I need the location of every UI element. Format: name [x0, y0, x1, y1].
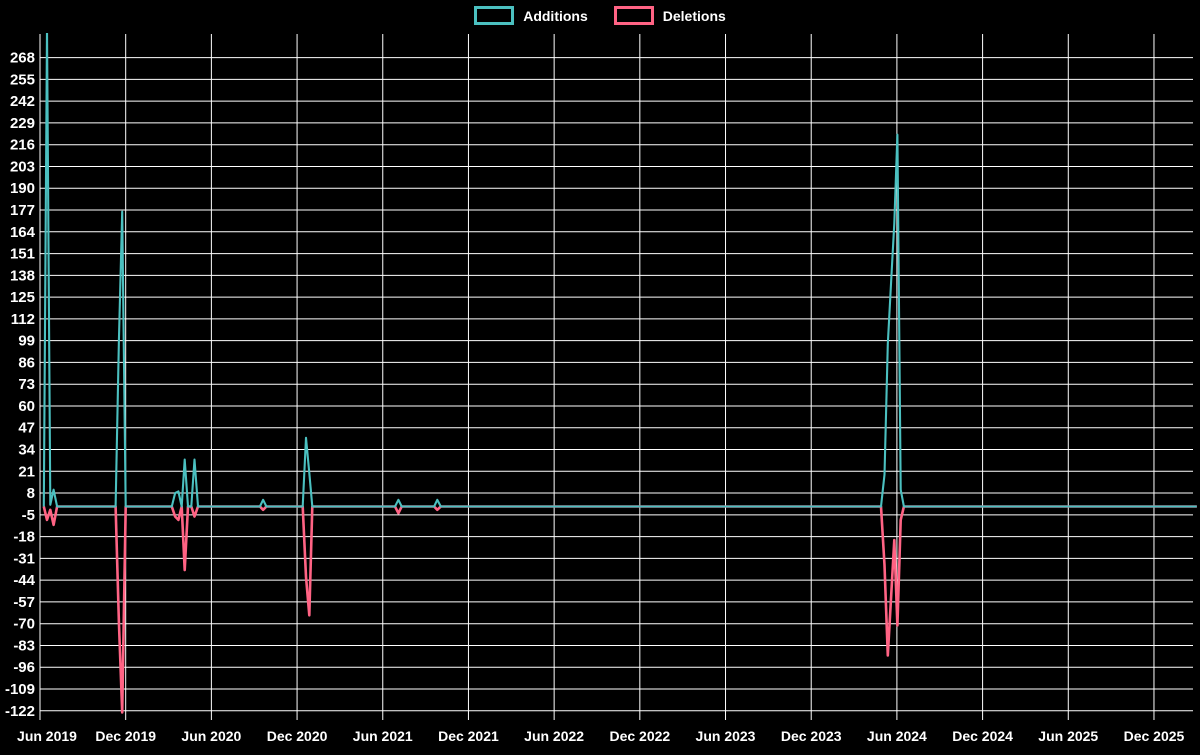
- y-tick-label: 229: [10, 115, 35, 132]
- y-tick-label: 190: [10, 180, 35, 197]
- additions-swatch-icon: [474, 6, 515, 25]
- deletions-line: [42, 505, 1197, 714]
- y-tick-label: 151: [10, 246, 35, 263]
- y-tick-label: 203: [10, 158, 35, 175]
- legend-label-additions: Additions: [523, 7, 588, 24]
- y-tick-label: 99: [18, 333, 35, 350]
- x-tick-label: Jun 2024: [867, 728, 927, 744]
- legend-item-deletions[interactable]: Deletions: [613, 6, 726, 25]
- y-tick-label: -83: [13, 637, 35, 654]
- y-tick-label: -31: [13, 550, 35, 567]
- y-tick-label: 86: [18, 354, 35, 371]
- x-tick-label: Jun 2021: [353, 728, 413, 744]
- x-tick-label: Jun 2023: [696, 728, 756, 744]
- y-tick-label: -109: [5, 681, 35, 698]
- legend-item-additions[interactable]: Additions: [474, 6, 588, 25]
- x-tick-label: Jun 2019: [17, 728, 77, 744]
- x-tick-label: Dec 2021: [438, 728, 499, 744]
- y-tick-label: 8: [27, 485, 35, 502]
- y-tick-label: 138: [10, 267, 35, 284]
- y-tick-label: 112: [11, 311, 35, 328]
- y-tick-label: -70: [13, 616, 35, 633]
- legend-label-deletions: Deletions: [662, 7, 726, 24]
- y-tick-label: 21: [18, 463, 35, 480]
- y-tick-label: -122: [5, 703, 35, 720]
- y-tick-label: 164: [10, 224, 36, 241]
- y-tick-label: 268: [10, 50, 35, 67]
- x-tick-label: Jun 2020: [181, 728, 241, 744]
- y-tick-label: -96: [13, 659, 35, 676]
- x-tick-label: Dec 2025: [1124, 728, 1185, 744]
- y-tick-label: 47: [18, 420, 35, 437]
- x-tick-label: Jun 2022: [524, 728, 584, 744]
- x-tick-label: Jun 2025: [1038, 728, 1098, 744]
- x-tick-label: Dec 2019: [95, 728, 156, 744]
- x-tick-label: Dec 2020: [267, 728, 328, 744]
- chart-legend: Additions Deletions: [0, 6, 1200, 25]
- y-tick-label: 60: [18, 398, 35, 415]
- x-tick-label: Dec 2022: [609, 728, 670, 744]
- x-tick-label: Dec 2023: [781, 728, 842, 744]
- y-tick-label: -5: [22, 507, 35, 524]
- y-tick-label: 177: [10, 202, 35, 219]
- y-tick-label: -44: [13, 572, 35, 589]
- y-tick-label: 242: [10, 93, 35, 110]
- y-tick-label: 216: [10, 137, 35, 154]
- y-tick-label: 125: [10, 289, 35, 306]
- x-tick-label: Dec 2024: [952, 728, 1013, 744]
- y-tick-label: 73: [18, 376, 35, 393]
- y-tick-label: -57: [13, 594, 35, 611]
- deletions-swatch-icon: [613, 6, 654, 25]
- additions-line: [42, 33, 1197, 508]
- y-tick-label: 34: [18, 442, 35, 459]
- y-tick-label: -18: [13, 529, 35, 546]
- y-tick-label: 255: [10, 71, 35, 88]
